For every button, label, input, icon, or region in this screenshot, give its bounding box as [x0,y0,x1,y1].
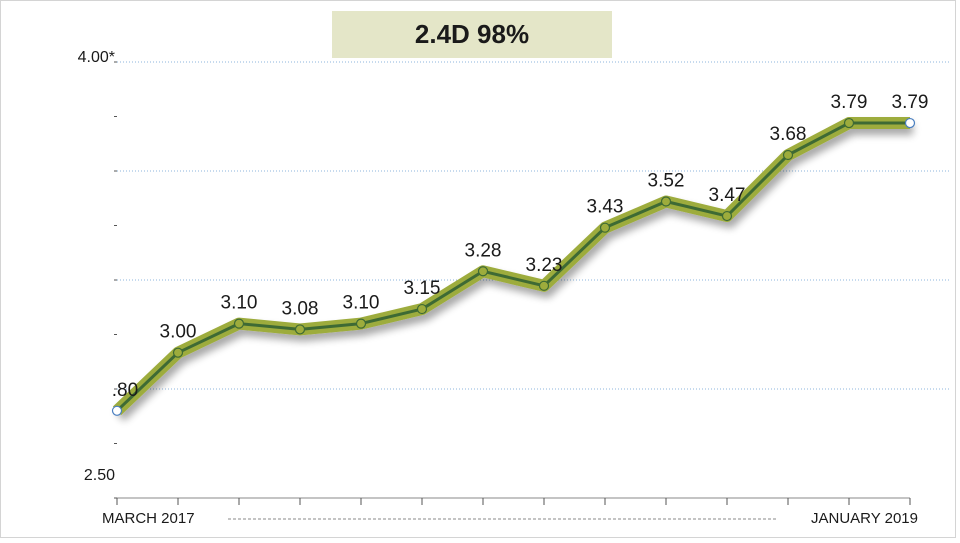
data-label: 3.23 [526,255,563,276]
point [355,318,367,329]
data-label: 3.47 [709,185,746,206]
data-label: 3.28 [465,240,502,261]
point [538,280,550,291]
data-label: 3.10 [343,293,380,314]
data-label: 3.15 [404,278,441,299]
data-label: .80 [112,380,138,401]
point [111,405,123,416]
point [660,196,672,207]
data-label: 3.43 [587,197,624,218]
data-label: 3.10 [221,293,258,314]
point [599,222,611,233]
data-label: 3.52 [648,171,685,192]
data-label: 3.68 [770,124,807,145]
point [233,318,245,329]
y-tick-label: 4.00* [78,49,115,66]
point [172,347,184,358]
point [294,324,306,335]
data-label: 3.08 [282,298,319,319]
y-tick-label: 2.50 [84,467,115,484]
point [782,149,794,161]
point [843,117,855,129]
title-box [332,11,612,58]
data-label: 3.79 [892,92,929,113]
data-label: 3.00 [160,322,197,343]
point [904,117,916,129]
point [416,303,428,315]
x-tick-label: JANUARY 2019 [811,510,918,527]
point [721,210,733,222]
data-label: 3.79 [831,92,868,113]
x-tick-label: MARCH 2017 [102,510,195,527]
chart-title: 2.4D 98% [415,19,529,49]
series-line [115,121,910,412]
point [477,266,489,277]
